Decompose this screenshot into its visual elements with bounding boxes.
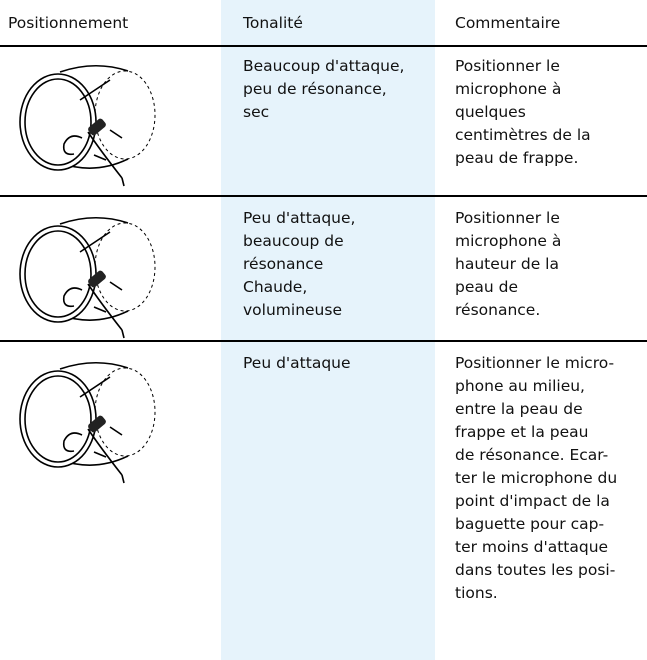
tone-text: volumineuse — [243, 301, 342, 319]
drum-illustration — [19, 216, 156, 339]
comment-text: Positionner le — [455, 57, 560, 75]
header-cell: Commentaire — [455, 14, 561, 32]
comment-text: ter le microphone du — [455, 469, 618, 487]
tone-text: Peu d'attaque — [243, 354, 351, 372]
row-rule — [0, 195, 647, 197]
drum-illustration — [19, 64, 156, 187]
tone-column-background — [221, 0, 435, 660]
comment-text: quelques — [455, 103, 526, 121]
tone-text: Peu d'attaque, — [243, 209, 356, 227]
comment-text: point d'impact de la — [455, 492, 610, 510]
comment-text: Positionner le micro- — [455, 354, 615, 372]
comment-text: entre la peau de — [455, 400, 583, 418]
tone-text: Chaude, — [243, 278, 308, 296]
comment-text: baguette pour cap- — [455, 515, 605, 533]
comment-text: hauteur de la — [455, 255, 559, 273]
row-rule — [0, 340, 647, 342]
tone-text: beaucoup de — [243, 232, 344, 250]
drum-illustration — [19, 361, 156, 484]
comment-text: tions. — [455, 584, 498, 602]
comment-text: frappe et la peau — [455, 423, 589, 441]
comment-text: peau de — [455, 278, 518, 296]
comment-text: Positionner le — [455, 209, 560, 227]
tone-text: sec — [243, 103, 270, 121]
header-cell: Positionnement — [8, 14, 129, 32]
comment-text: dans toutes les posi- — [455, 561, 616, 579]
comment-text: résonance. — [455, 301, 541, 319]
tone-text: peu de résonance, — [243, 80, 387, 98]
comment-text: de résonance. Ecar- — [455, 446, 609, 464]
header-rule — [0, 45, 647, 47]
comment-text: centimètres de la — [455, 126, 591, 144]
tone-text: Beaucoup d'attaque, — [243, 57, 405, 75]
header-cell: Tonalité — [243, 14, 303, 32]
comment-text: ter moins d'attaque — [455, 538, 609, 556]
comment-text: microphone à — [455, 80, 562, 98]
tone-text: résonance — [243, 255, 324, 273]
comment-text: phone au milieu, — [455, 377, 585, 395]
comment-text: peau de frappe. — [455, 149, 579, 167]
comment-text: microphone à — [455, 232, 562, 250]
